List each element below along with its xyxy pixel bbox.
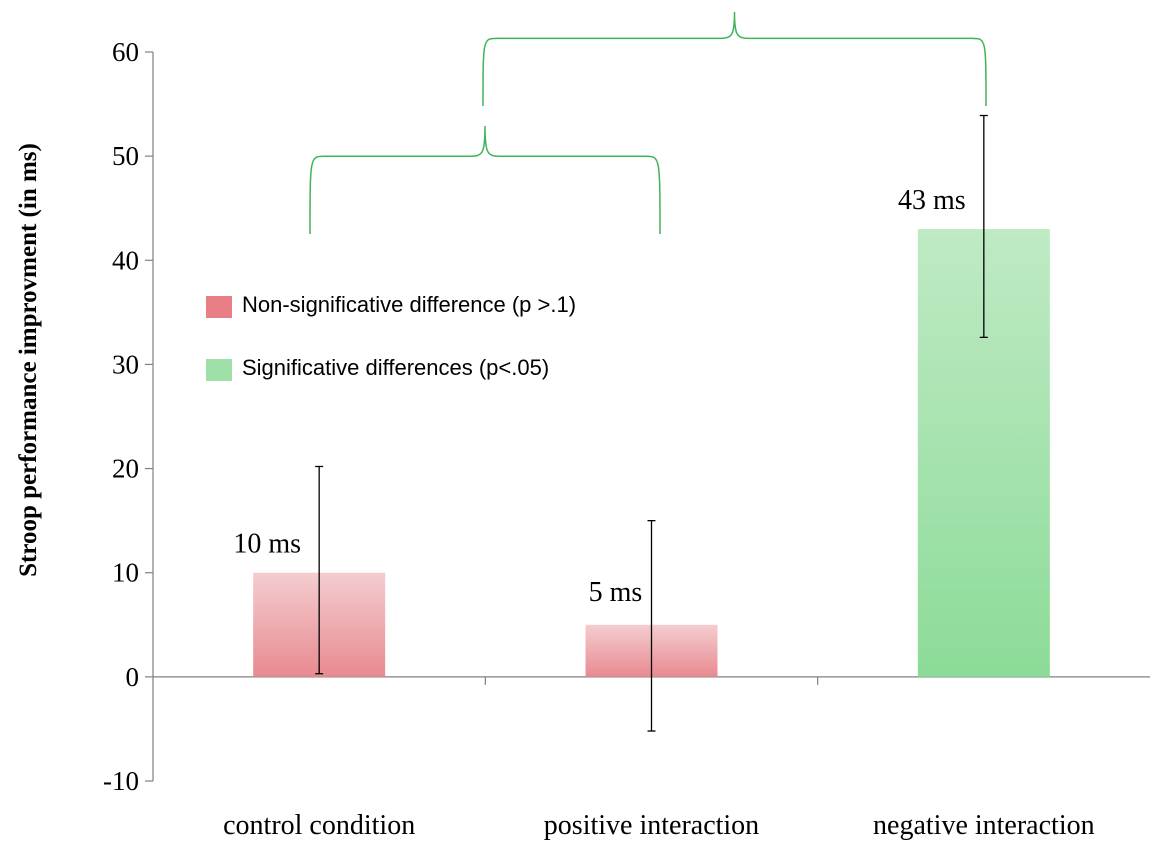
brace-vs-negative [482, 11, 987, 107]
legend-label-significant: Significative differences (p<.05) [242, 355, 549, 380]
legend-swatch-significant [206, 359, 232, 381]
legend: Non-significative difference (p >.1) Sig… [206, 292, 576, 381]
y-tick-label: 50 [112, 141, 139, 171]
error-bar [647, 519, 656, 732]
x-tick-label: negative interaction [873, 810, 1095, 841]
y-tick-label: 20 [112, 454, 139, 484]
legend-swatch-non-significant [206, 296, 232, 318]
y-tick-label: 40 [112, 245, 139, 275]
x-tick-label: control condition [223, 810, 415, 841]
y-axis-title: Stroop performance improvment (in ms) [15, 143, 42, 577]
data-label: 10 ms [233, 529, 301, 560]
legend-label-non-significant: Non-significative difference (p >.1) [242, 292, 576, 317]
x-tick-label: positive interaction [544, 810, 759, 841]
error-bar [979, 114, 988, 339]
error-bar [315, 465, 324, 675]
y-tick-label: 10 [112, 558, 139, 588]
data-label: 5 ms [589, 577, 643, 608]
y-tick-label: 60 [112, 37, 139, 67]
significance-braces [309, 11, 987, 235]
y-tick-label: -10 [103, 766, 139, 796]
y-axis-title-group: Stroop performance improvment (in ms) [15, 143, 42, 577]
data-labels: 10 ms 5 ms 43 ms [233, 185, 965, 608]
axes: -10 0 10 20 30 40 50 60 control condition positiv… [103, 37, 1150, 841]
brace-control-vs-positive [309, 125, 661, 235]
y-tick-label: 30 [112, 349, 139, 379]
data-label: 43 ms [898, 185, 966, 216]
error-bars [315, 114, 988, 732]
y-tick-label: 0 [126, 662, 140, 692]
